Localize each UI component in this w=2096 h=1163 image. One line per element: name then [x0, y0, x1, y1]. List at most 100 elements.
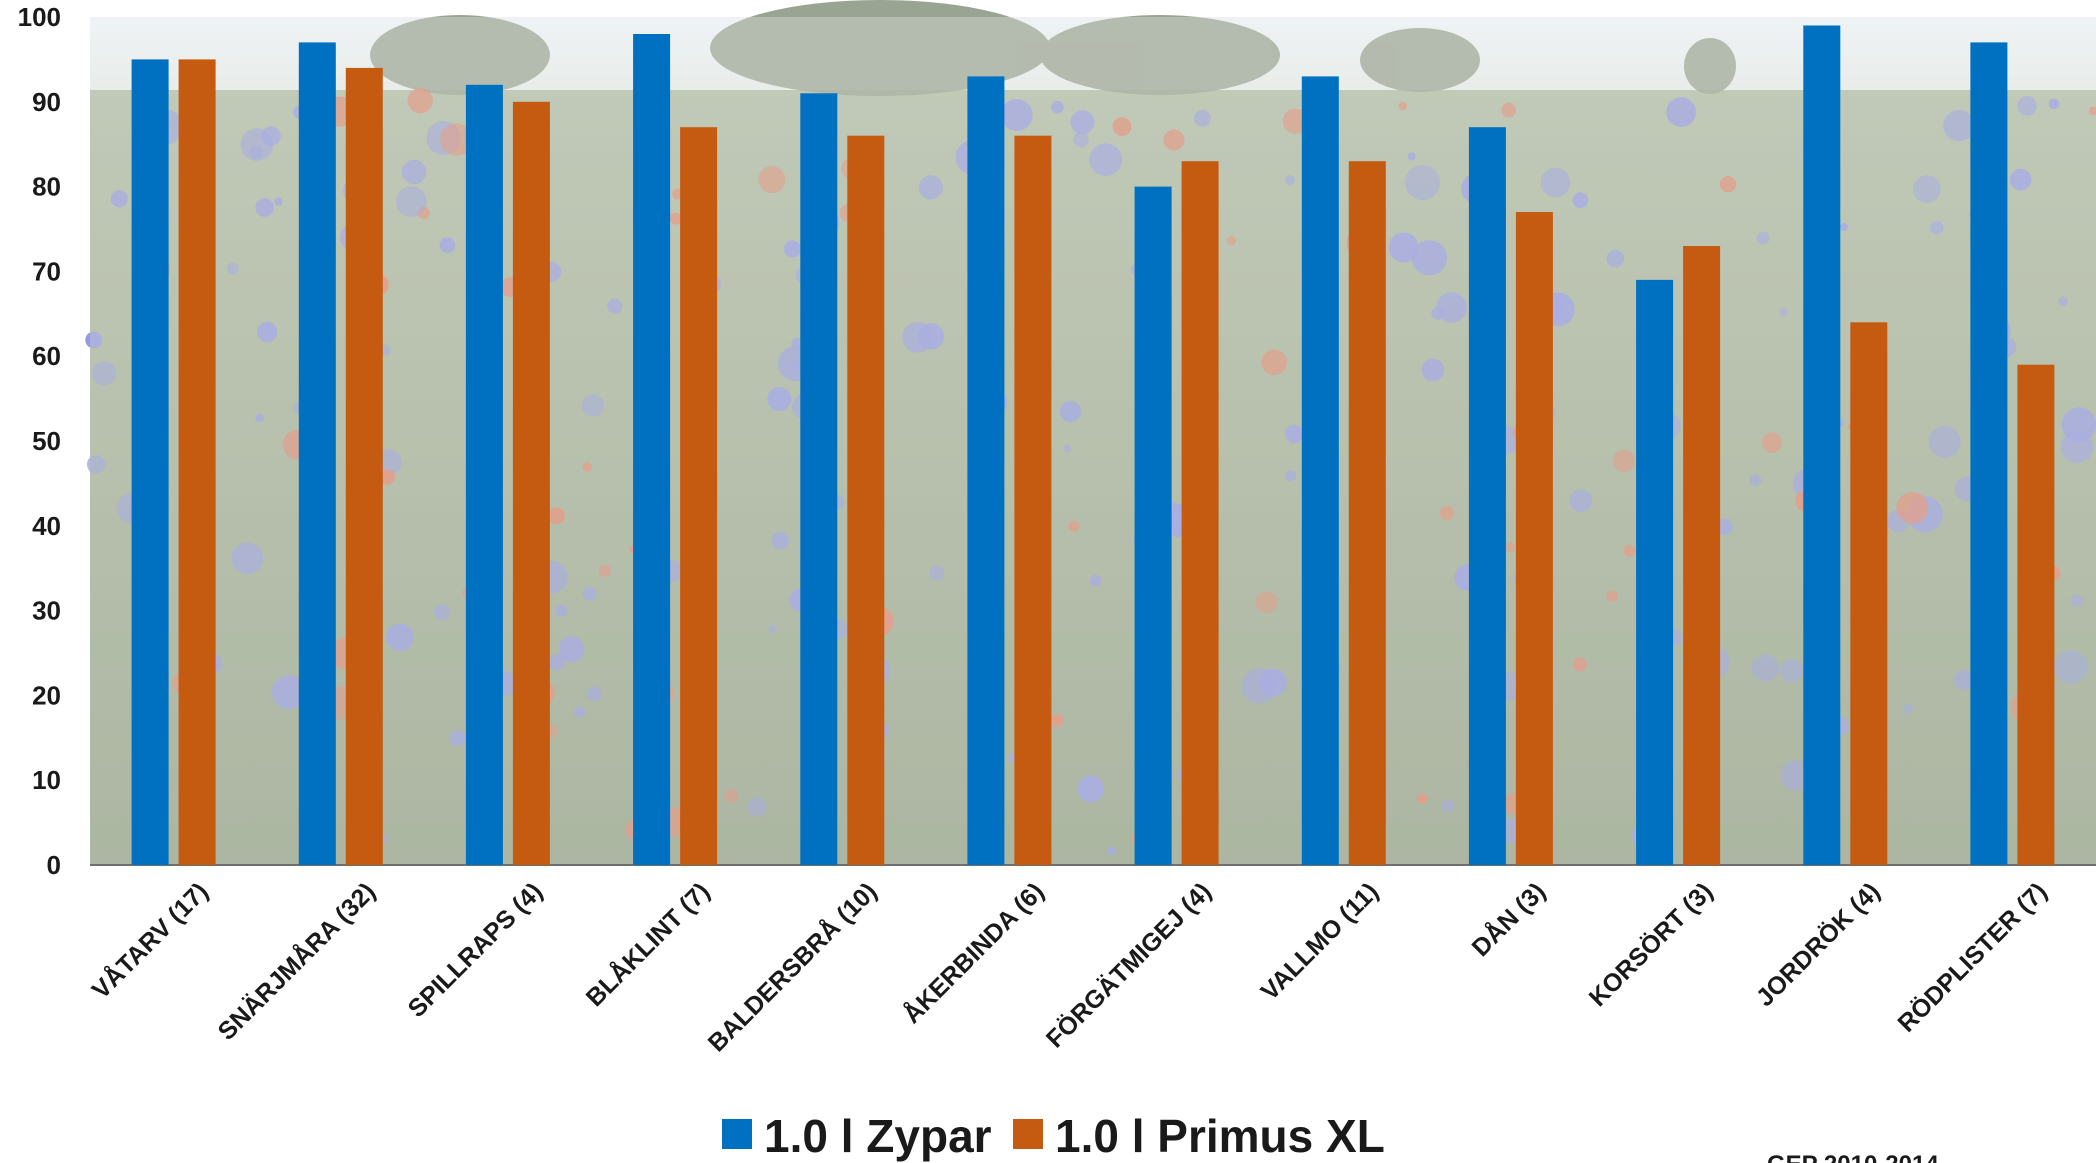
- cornflower-flower: [226, 262, 239, 275]
- cornflower-flower: [581, 394, 604, 417]
- poppy-flower: [1282, 108, 1308, 134]
- cornflower-flower: [1839, 223, 1848, 231]
- poppy-flower: [1719, 176, 1737, 193]
- bar-zypar: [1134, 186, 1172, 866]
- y-tick-label: 70: [32, 256, 61, 286]
- bar-primus-xl: [2017, 364, 2055, 865]
- cornflower-flower: [1606, 249, 1625, 268]
- cornflower-flower: [1913, 175, 1941, 204]
- cornflower-flower: [771, 531, 789, 550]
- cornflower-flower: [1077, 775, 1105, 803]
- cornflower-flower: [1572, 192, 1589, 208]
- cornflower-flower: [1388, 232, 1419, 263]
- bar-zypar: [1803, 25, 1841, 865]
- legend: 1.0 l Zypar 1.0 l Primus XL: [722, 1110, 1385, 1162]
- legend-label-zypar: 1.0 l Zypar: [764, 1110, 992, 1162]
- bar-primus-xl: [1348, 161, 1386, 865]
- poppy-flower: [440, 123, 473, 156]
- cornflower-flower: [1928, 425, 1961, 458]
- poppy-flower: [1501, 102, 1517, 118]
- poppy-flower: [598, 564, 611, 577]
- cornflower-flower: [768, 624, 777, 634]
- cornflower-flower: [586, 686, 602, 702]
- cornflower-flower: [1089, 574, 1102, 587]
- poppy-flower: [1398, 101, 1408, 111]
- cornflower-flower: [110, 190, 128, 208]
- cornflower-flower: [257, 321, 278, 343]
- cornflower-flower: [1756, 231, 1770, 245]
- cornflower-flower: [1779, 658, 1804, 683]
- poppy-flower: [1416, 793, 1428, 804]
- legend-swatch-zypar: [722, 1119, 752, 1149]
- poppy-flower: [407, 88, 433, 114]
- poppy-flower: [582, 462, 593, 472]
- cornflower-flower: [767, 387, 792, 411]
- bar-zypar: [465, 84, 503, 866]
- bar-zypar: [967, 76, 1005, 865]
- poppy-flower: [1572, 657, 1587, 672]
- cornflower-flower: [1943, 109, 1975, 142]
- cornflower-flower: [1749, 474, 1762, 487]
- cornflower-flower: [2054, 650, 2088, 684]
- cornflower-flower: [86, 455, 106, 474]
- category-labels: VÅTARV (17)SNÄRJMÅRA (32) SPILLRAPS (4) BL…: [86, 877, 2053, 1058]
- cornflower-flower: [231, 542, 264, 575]
- poppy-flower: [1163, 129, 1185, 151]
- background-wash: [90, 17, 2096, 865]
- cornflower-flower: [1421, 358, 1445, 382]
- cornflower-flower: [1411, 240, 1448, 276]
- category-label: FÖRGÄTMIGEJ (4): [1040, 877, 1217, 1054]
- cornflower-flower: [271, 675, 306, 709]
- bar-primus-xl: [178, 59, 216, 865]
- cornflower-flower: [85, 331, 103, 349]
- y-tick-label: 10: [32, 765, 61, 795]
- y-axis: 0 10 20 30 40 50 60 70 80 90 100: [18, 2, 61, 880]
- poppy-flower: [1261, 349, 1287, 376]
- background-trees: [370, 0, 1736, 96]
- y-tick-label: 60: [32, 341, 61, 371]
- category-label: BLÅKLINT (7): [580, 877, 715, 1012]
- bar-zypar: [131, 59, 169, 865]
- bar-primus-xl: [1850, 322, 1888, 865]
- poppy-flower: [669, 212, 682, 225]
- poppy-flower: [1226, 236, 1237, 246]
- cornflower-flower: [1059, 401, 1082, 423]
- cornflower-flower: [386, 623, 414, 652]
- cornflower-flower: [395, 186, 427, 217]
- cornflower-flower: [1569, 489, 1593, 513]
- cornflower-flower: [1285, 470, 1297, 482]
- cornflower-flower: [1405, 165, 1441, 201]
- cornflower-flower: [1540, 167, 1571, 198]
- cornflower-flower: [1779, 307, 1788, 317]
- cornflower-flower: [1441, 799, 1455, 813]
- y-tick-label: 50: [32, 426, 61, 456]
- cornflower-flower: [1073, 131, 1089, 148]
- category-label: SNÄRJMÅRA (32): [212, 877, 381, 1046]
- cornflower-flower: [433, 604, 450, 621]
- source-note: GEP 2010-2014: [1767, 1151, 1939, 1163]
- poppy-flower: [1613, 449, 1636, 473]
- cornflower-flower: [1285, 424, 1304, 444]
- cornflower-flower: [2017, 96, 2037, 116]
- cornflower-flower: [1063, 444, 1072, 453]
- poppy-flower: [724, 789, 739, 803]
- poppy-flower: [758, 166, 786, 194]
- poppy-flower: [1606, 590, 1619, 602]
- cornflower-flower: [917, 323, 945, 350]
- cornflower-flower: [255, 198, 274, 217]
- cornflower-flower: [1285, 175, 1295, 186]
- y-tick-label: 40: [32, 511, 61, 541]
- cornflower-flower: [2061, 407, 2096, 442]
- cornflower-flower: [1436, 292, 1467, 323]
- bar-zypar: [633, 34, 671, 865]
- cornflower-flower: [1070, 110, 1095, 135]
- bar-primus-xl: [1683, 246, 1721, 865]
- y-tick-label: 100: [18, 2, 61, 32]
- poppy-flower: [379, 469, 396, 485]
- category-label: RÖDPLISTER (7): [1892, 877, 2053, 1038]
- legend-swatch-primus: [1013, 1119, 1043, 1149]
- cornflower-flower: [255, 413, 264, 423]
- category-label: DÅN (3): [1466, 877, 1551, 962]
- poppy-flower: [1112, 117, 1132, 137]
- cornflower-flower: [1903, 703, 1914, 714]
